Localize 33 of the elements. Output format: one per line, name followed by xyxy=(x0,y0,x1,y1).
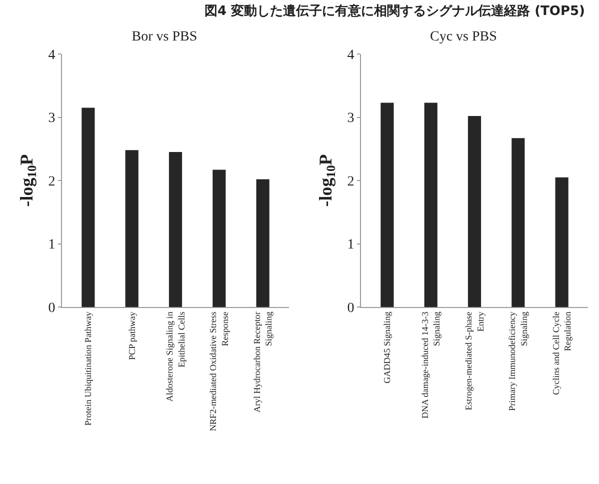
bar xyxy=(125,150,138,307)
y-tick-label: 3 xyxy=(48,111,56,126)
x-tick-label: Protein Ubiquitination Pathway xyxy=(83,311,94,426)
y-tick-label: 2 xyxy=(347,174,354,190)
y-tick-label: 0 xyxy=(48,300,56,316)
y-tick-label: 1 xyxy=(347,238,354,253)
x-tick-label: GADD45 Signaling xyxy=(382,311,392,384)
y-tick-label: 3 xyxy=(347,111,354,126)
chart-subtitle: Bor vs PBS xyxy=(132,30,198,45)
bar xyxy=(212,170,226,307)
x-tick-label: DNA damage-induced 14-3-3 Signaling xyxy=(420,311,442,419)
x-tick-label: Estrogen-mediated S-phase Entry xyxy=(464,311,486,410)
bar xyxy=(168,152,182,307)
x-tick-label: PCP pathway xyxy=(126,311,137,360)
y-tick-label: 2 xyxy=(48,174,56,190)
bar xyxy=(82,108,95,307)
bar xyxy=(555,177,568,307)
x-tick-label: Aryl Hydrocarbon Receptor Signaling xyxy=(252,311,274,413)
bar xyxy=(512,138,525,307)
chart-subtitle: Cyc vs PBS xyxy=(430,30,497,45)
bar xyxy=(380,102,394,307)
y-tick-label: 4 xyxy=(48,48,56,63)
y-tick-label: 0 xyxy=(347,300,354,316)
x-tick-label: Aldosterone Signaling in Epithelial Cells xyxy=(164,311,186,402)
bar xyxy=(424,102,438,307)
y-tick-label: 4 xyxy=(347,48,354,63)
x-tick-label: NRF2-mediated Oxidative Stress Response xyxy=(208,311,230,432)
bar xyxy=(468,116,482,307)
x-tick-label: Primary Immunodeficiency Signaling xyxy=(507,311,529,411)
bar xyxy=(256,179,270,307)
y-tick-label: 1 xyxy=(48,238,56,253)
x-tick-label: Cyclins and Cell Cycle Regulation xyxy=(550,311,573,395)
text: 図4 変動した遺伝子に有意に相関するシグナル伝達経路 (TOP5) xyxy=(204,2,586,21)
